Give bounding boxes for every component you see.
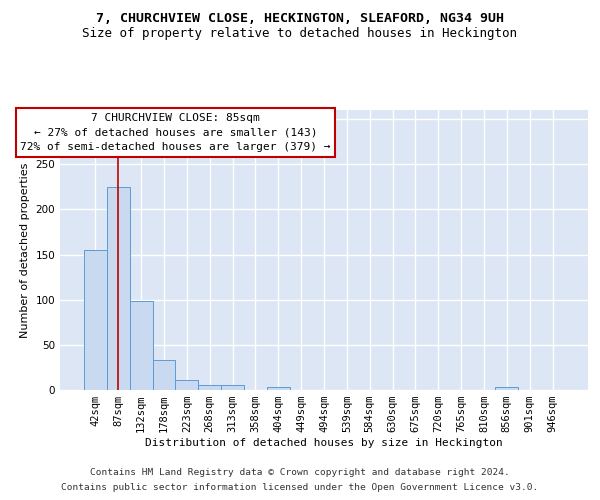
Bar — [496, 388, 518, 390]
Y-axis label: Number of detached properties: Number of detached properties — [20, 162, 30, 338]
Text: Size of property relative to detached houses in Heckington: Size of property relative to detached ho… — [83, 28, 517, 40]
Bar — [198, 384, 221, 390]
Text: Contains public sector information licensed under the Open Government Licence v3: Contains public sector information licen… — [61, 483, 539, 492]
Text: 7, CHURCHVIEW CLOSE, HECKINGTON, SLEAFORD, NG34 9UH: 7, CHURCHVIEW CLOSE, HECKINGTON, SLEAFOR… — [96, 12, 504, 26]
Bar — [221, 386, 244, 390]
Text: Contains HM Land Registry data © Crown copyright and database right 2024.: Contains HM Land Registry data © Crown c… — [90, 468, 510, 477]
Bar — [152, 360, 175, 390]
Bar — [175, 380, 198, 390]
Text: Distribution of detached houses by size in Heckington: Distribution of detached houses by size … — [145, 438, 503, 448]
Bar — [267, 388, 290, 390]
Text: 7 CHURCHVIEW CLOSE: 85sqm
← 27% of detached houses are smaller (143)
72% of semi: 7 CHURCHVIEW CLOSE: 85sqm ← 27% of detac… — [20, 113, 331, 152]
Bar — [130, 300, 152, 390]
Bar — [107, 187, 130, 390]
Bar — [84, 250, 107, 390]
